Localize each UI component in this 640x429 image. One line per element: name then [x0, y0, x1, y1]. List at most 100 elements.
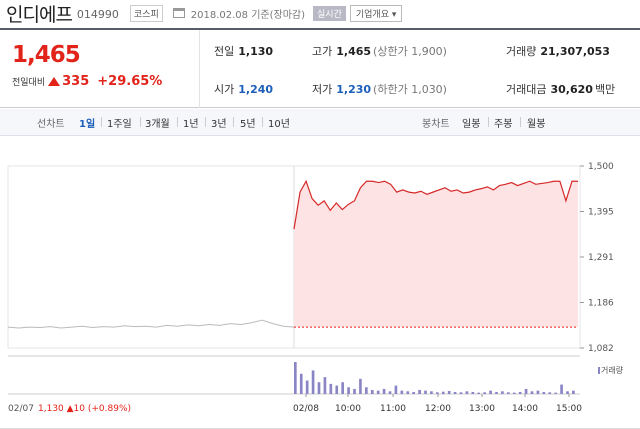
volume-bar [412, 391, 415, 394]
period-bar: 선차트 1일 1주일 3개월 1년 3년 5년 10년 봉차트 일봉 주봉 월봉 [0, 109, 640, 136]
change-label: 전일대비 [12, 78, 46, 88]
period-10y[interactable]: 10년 [268, 119, 290, 130]
volume-bar [453, 391, 457, 394]
volume-bar [430, 391, 433, 394]
today-area-group [293, 179, 578, 328]
stat-trade-value: 거래대금 30,620 백만 [506, 83, 616, 96]
candle-chart-label: 봉차트 [422, 119, 450, 130]
candle-weekly[interactable]: 주봉 [494, 119, 513, 130]
x-tick-label: 14:00 [512, 404, 538, 414]
stat-low: 저가 1,230 (하한가 1,030) [312, 83, 447, 96]
line-chart-label: 선차트 [37, 119, 65, 130]
x-axis-ticks: 02/08 10:00 11:00 12:00 13:00 14:00 15:00 [293, 394, 582, 414]
change-percent: +29.65% [97, 74, 163, 89]
stat-prev-close: 전일 1,130 [214, 45, 274, 58]
volume-bar [347, 387, 350, 394]
period-3y[interactable]: 3년 [211, 119, 227, 130]
current-price: 1,465 [12, 42, 81, 68]
stat-high: 고가 1,465 (상한가 1,900) [312, 45, 447, 58]
volume-bar [388, 391, 392, 394]
volume-bar [512, 392, 516, 394]
date-text: 2018.02.08 기준(장마감) [190, 9, 306, 21]
stock-name: 인디에프 [6, 3, 73, 26]
period-3m[interactable]: 3개월 [145, 119, 170, 130]
period-5y[interactable]: 5년 [240, 119, 256, 130]
volume-bar [353, 388, 356, 394]
volume-bar [471, 391, 475, 394]
volume-bar [542, 391, 546, 394]
price-box: 1,465 전일대비 335 +29.65% [0, 30, 200, 108]
volume-bar [441, 391, 445, 394]
y-tick-label: 1,082 [588, 344, 614, 354]
volume-bar [341, 382, 344, 394]
stat-open: 시가 1,240 [214, 83, 274, 96]
today-area-fill [294, 181, 578, 328]
volume-bar [483, 392, 486, 394]
volume-bar [299, 373, 303, 394]
x-tick-label: 13:00 [469, 404, 495, 414]
volume-bar [560, 384, 563, 394]
volume-bar [447, 390, 451, 394]
volume-bar [477, 392, 481, 394]
volume-bar [530, 391, 534, 394]
period-1w[interactable]: 1주일 [107, 119, 132, 130]
y-tick-label: 1,291 [588, 253, 614, 263]
volume-bar [424, 390, 427, 394]
volume-bar [536, 390, 540, 394]
volume-bar [566, 391, 569, 394]
today-price-line [293, 179, 578, 230]
x-tick-label: 02/08 [293, 404, 319, 414]
volume-bar [518, 391, 522, 394]
volume-bar [359, 378, 362, 394]
company-overview-button[interactable]: 기업개요 ▾ [349, 4, 403, 22]
stat-volume: 거래량 21,307,053 [506, 45, 610, 58]
header: 인디에프 014990 코스피 2018.02.08 기준(장마감) 실시간 기… [0, 0, 640, 26]
volume-bar [501, 391, 504, 394]
x-tick-label: 11:00 [380, 404, 406, 414]
y-tick-label: 1,500 [588, 162, 614, 172]
volume-bar [406, 391, 410, 394]
volume-bar [495, 391, 498, 394]
volume-bar [329, 383, 333, 394]
candle-monthly[interactable]: 월봉 [527, 119, 546, 130]
volume-bar [294, 362, 297, 394]
prev-day-date: 02/07 [8, 404, 34, 414]
arrow-up-icon [48, 77, 61, 86]
period-1y[interactable]: 1년 [183, 119, 199, 130]
stock-code: 014990 [76, 8, 119, 21]
volume-bar [335, 385, 339, 394]
volume-bar [548, 392, 552, 394]
volume-bar [376, 390, 380, 394]
volume-bar [394, 385, 398, 394]
volume-legend: 거래량 [601, 365, 624, 375]
prev-day-info: 1,130 ▲10 (+0.89%) [38, 404, 131, 414]
prev-day-line-group [7, 319, 295, 329]
period-1d[interactable]: 1일 [79, 119, 96, 130]
volume-bar [436, 392, 439, 394]
y-tick-label: 1,186 [588, 299, 614, 309]
volume-bar [305, 380, 309, 394]
volume-bar [311, 370, 315, 394]
volume-bar [524, 388, 528, 394]
volume-bar [370, 389, 374, 394]
prev-day-line [7, 319, 295, 329]
volume-bar [507, 392, 510, 394]
realtime-button[interactable]: 실시간 [313, 5, 346, 21]
y-axis-ticks: 1,500 1,395 1,291 1,186 1,082 [580, 162, 614, 354]
candle-daily[interactable]: 일봉 [462, 119, 481, 130]
price-summary: 1,465 전일대비 335 +29.65% 전일 1,130 시가 1,240 고… [0, 28, 640, 108]
x-tick-label: 15:00 [556, 404, 582, 414]
volume-bar [489, 390, 492, 394]
volume-bar [554, 392, 557, 394]
volume-bars [294, 362, 600, 394]
calendar-icon [172, 8, 185, 18]
y-tick-label: 1,395 [588, 208, 614, 218]
market-badge: 코스피 [129, 4, 163, 22]
volume-bar [323, 377, 327, 394]
volume-bar [465, 391, 469, 394]
volume-bar [382, 388, 386, 394]
volume-bar [317, 382, 321, 394]
change-value: 335 [62, 74, 90, 89]
volume-bar [418, 389, 421, 394]
price-chart[interactable]: 1,500 1,395 1,291 1,186 1,082 02/08 10:00 11:0… [0, 150, 640, 424]
